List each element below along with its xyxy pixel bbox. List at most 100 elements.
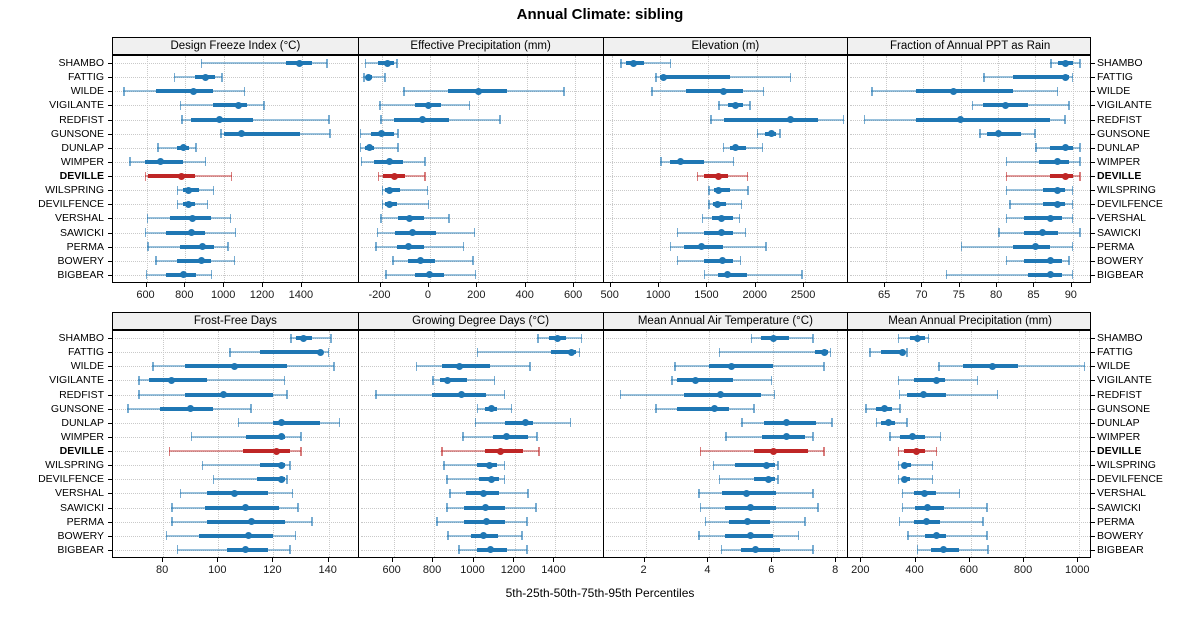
median-dot (718, 214, 726, 222)
cap-5th (176, 199, 179, 209)
x-tick-label: 1000 (460, 564, 485, 576)
row-gridline (605, 549, 846, 551)
cap-5th (155, 256, 157, 266)
panel-strip: Design Freeze Index (°C) (113, 38, 358, 54)
x-tick (1070, 283, 1072, 287)
median-dot (744, 518, 752, 526)
x-tick (658, 283, 660, 287)
site-label-left: SHAMBO (58, 57, 104, 70)
range-5-95 (363, 76, 386, 79)
cap-5th (171, 503, 173, 513)
x-tick-label: 400 (515, 289, 534, 301)
cap-5th (708, 185, 710, 195)
cap-95th (503, 390, 506, 400)
median-dot (691, 376, 699, 384)
cap-5th (708, 199, 710, 209)
cap-95th (939, 432, 942, 442)
panel-strip-title: Fraction of Annual PPT as Rain (890, 40, 1051, 52)
cap-95th (823, 361, 825, 371)
axis-caption: 5th-25th-50th-75th-95th Percentiles (505, 586, 695, 600)
range-25-75 (165, 230, 205, 235)
cap-95th (1071, 185, 1074, 195)
cap-95th (1079, 143, 1081, 153)
cap-5th (998, 228, 1000, 238)
panel-strip-title: Design Freeze Index (°C) (170, 40, 301, 52)
cap-95th (747, 185, 749, 195)
median-dot (880, 405, 888, 413)
site-label-right: WILDE (1097, 360, 1131, 373)
cap-5th (971, 100, 974, 110)
site-label-right: DEVILLE (1097, 170, 1142, 183)
range-5-95 (620, 62, 671, 65)
v-gridline (660, 56, 662, 282)
site-label-right: VERSHAL (1097, 487, 1147, 500)
range-25-75 (160, 406, 213, 411)
median-dot (480, 489, 488, 497)
range-25-75 (723, 117, 818, 122)
median-dot (419, 116, 427, 124)
x-tick (1023, 558, 1025, 562)
cap-95th (195, 143, 197, 153)
range-25-75 (703, 258, 733, 263)
x-tick-label: 8 (832, 564, 839, 576)
cap-5th (127, 404, 129, 414)
cap-5th (447, 531, 449, 541)
range-5-95 (1005, 189, 1073, 192)
panel-1 (113, 56, 358, 282)
site-label-left: SAWICKI (60, 226, 104, 239)
cap-5th (364, 58, 367, 68)
site-label-left: VERSHAL (54, 212, 104, 225)
x-tick (432, 558, 434, 562)
row-gridline (605, 161, 846, 163)
cap-5th (1005, 256, 1008, 266)
median-dot (923, 504, 931, 512)
site-label-left: GUNSONE (50, 402, 104, 415)
cap-5th (379, 100, 381, 110)
v-gridline (575, 56, 577, 282)
cap-5th (171, 517, 173, 527)
x-tick (707, 558, 709, 562)
cap-95th (291, 488, 294, 498)
cap-95th (328, 115, 330, 125)
range-25-75 (703, 230, 733, 235)
y-tick-right (1091, 147, 1095, 149)
range-25-75 (1042, 188, 1066, 193)
y-tick-right (1091, 338, 1095, 340)
y-tick-left (108, 119, 112, 121)
cap-95th (770, 375, 773, 385)
row-gridline (850, 133, 1090, 135)
median-dot (719, 257, 727, 265)
range-25-75 (1013, 75, 1070, 80)
y-tick-right (1091, 549, 1095, 551)
site-label-left: WILSPRING (45, 459, 104, 472)
cap-95th (1071, 199, 1074, 209)
x-tick (427, 283, 429, 287)
cap-95th (753, 404, 755, 414)
y-tick-left (108, 493, 112, 495)
cap-95th (931, 474, 934, 484)
cap-5th (181, 115, 183, 125)
median-dot (922, 518, 930, 526)
cap-95th (521, 531, 523, 541)
site-label-right: PERMA (1097, 240, 1135, 253)
row-gridline (850, 380, 1090, 382)
row-gridline (850, 232, 1090, 234)
cap-5th (152, 361, 154, 371)
median-dot (782, 433, 790, 441)
cap-5th (897, 446, 900, 456)
cap-95th (976, 375, 979, 385)
cap-5th (377, 171, 380, 181)
cap-5th (436, 517, 438, 527)
cap-5th (375, 242, 377, 252)
row-gridline (850, 105, 1090, 107)
x-tick (223, 283, 225, 287)
x-tick (573, 283, 575, 287)
row-gridline (115, 147, 356, 149)
v-gridline (526, 56, 528, 282)
range-5-95 (476, 351, 580, 354)
cap-95th (762, 86, 765, 96)
v-gridline (773, 331, 775, 557)
median-dot (763, 461, 771, 469)
range-25-75 (212, 103, 248, 108)
range-5-95 (907, 534, 988, 537)
